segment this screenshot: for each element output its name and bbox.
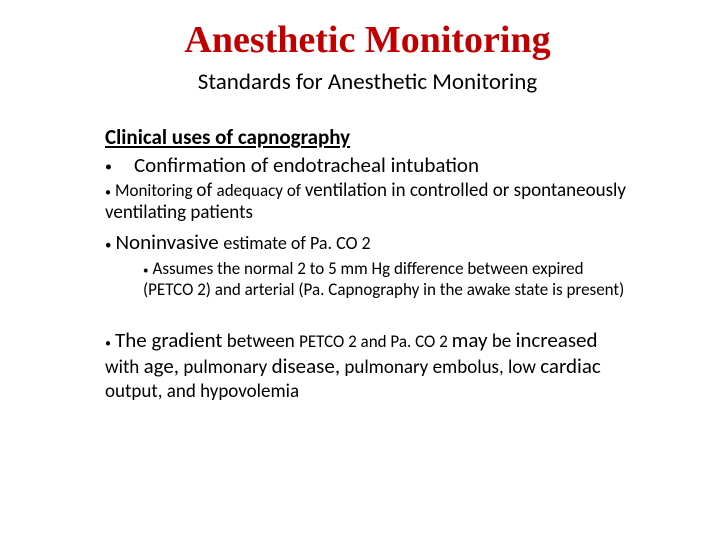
bullet-dot-icon: • [105, 238, 111, 253]
bullet-text: The gradient between PETCO 2 and Pa. CO … [105, 330, 601, 402]
section-heading: Clinical uses of capnography [105, 124, 630, 150]
bullet-dot-icon: • [105, 158, 112, 175]
bullet-dot-icon: • [105, 186, 111, 200]
slide-container: Anesthetic Monitoring Standards for Anes… [0, 0, 720, 403]
bullet-text: Confirmation of endotracheal intubation [134, 152, 479, 178]
bullet-dot-icon: • [143, 264, 148, 277]
bullet-gradient: •The gradient between PETCO 2 and Pa. CO… [105, 328, 630, 402]
bullet-text: Noninvasive estimate of Pa. CO 2 [115, 229, 370, 255]
sub-bullet-assumes: •Assumes the normal 2 to 5 mm Hg differe… [143, 259, 630, 300]
bullet-monitoring: •Monitoring of adequacy of ventilation i… [105, 180, 630, 225]
slide-subtitle: Standards for Anesthetic Monitoring [105, 68, 630, 96]
bullet-confirmation: • Confirmation of endotracheal intubation [105, 152, 630, 178]
bullet-dot-icon: • [105, 337, 111, 351]
slide-title: Anesthetic Monitoring [105, 18, 630, 62]
bullet-text: Monitoring of adequacy of ventilation in… [105, 179, 626, 224]
bullet-text: Assumes the normal 2 to 5 mm Hg differen… [143, 258, 624, 300]
bullet-noninvasive: • Noninvasive estimate of Pa. CO 2 [105, 229, 630, 255]
